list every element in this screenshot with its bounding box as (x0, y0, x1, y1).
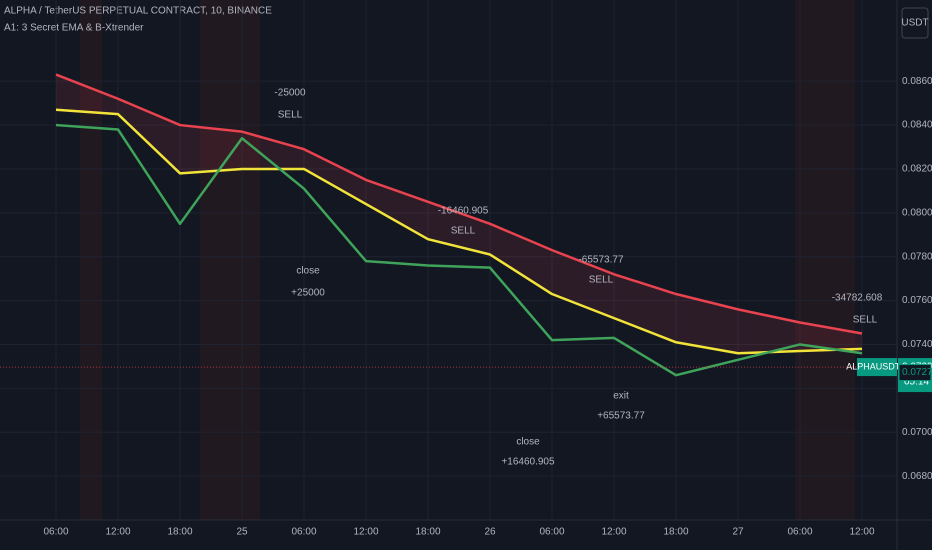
x-tick-label: 12:00 (601, 527, 626, 538)
trade-annotation: -65573.77 (578, 255, 623, 266)
x-tick-label: 12:00 (849, 527, 874, 538)
x-tick-label: 25 (236, 527, 248, 538)
x-tick-label: 12:00 (105, 527, 130, 538)
x-tick-label: 12:00 (353, 527, 378, 538)
ema-line (55, 108, 863, 355)
currency-button-label[interactable]: USDT (901, 18, 928, 29)
mark-price-label: 0.07272 (902, 367, 932, 378)
x-tick-label: 18:00 (663, 527, 688, 538)
trade-annotation: +16460.905 (501, 457, 555, 468)
trade-annotation: -25000 (274, 88, 306, 99)
chart-title: ALPHA / TetherUS PERPETUAL CONTRACT, 10,… (4, 6, 272, 17)
x-tick-label: 18:00 (167, 527, 192, 538)
countdown-label: 05:14 (904, 377, 929, 388)
ema-line (55, 73, 863, 335)
symbol-tag-label: ALPHAUSDT.P (846, 361, 908, 371)
x-tick-label: 18:00 (415, 527, 440, 538)
trade-annotation: +65573.77 (597, 411, 645, 422)
mark-price-tag (898, 364, 932, 382)
session-shade (795, 0, 855, 520)
x-tick-label: 27 (732, 527, 744, 538)
trade-annotation: exit (613, 391, 629, 402)
trade-annotation: close (296, 266, 320, 277)
session-shade (200, 0, 260, 520)
trade-annotation: SELL (853, 315, 878, 326)
trade-annotation: SELL (278, 110, 303, 121)
symbol-tag (857, 358, 897, 377)
x-tick-label: 06:00 (539, 527, 564, 538)
trade-annotation: -34782.608 (832, 293, 883, 304)
x-tick-label: 26 (484, 527, 496, 538)
trade-annotation: SELL (589, 275, 614, 286)
indicator-name: A1: 3 Secret EMA & B-Xtrender (4, 23, 144, 34)
x-tick-label: 06:00 (787, 527, 812, 538)
x-tick-label: 06:00 (291, 527, 316, 538)
x-tick-label: 06:00 (43, 527, 68, 538)
trade-annotation: SELL (451, 226, 476, 237)
ema-line (55, 123, 863, 377)
trade-annotation: -16460.905 (438, 206, 489, 217)
trade-annotation: +25000 (291, 288, 325, 299)
currency-button[interactable] (901, 7, 929, 39)
session-shade (80, 0, 102, 520)
trade-annotation: close (516, 437, 540, 448)
